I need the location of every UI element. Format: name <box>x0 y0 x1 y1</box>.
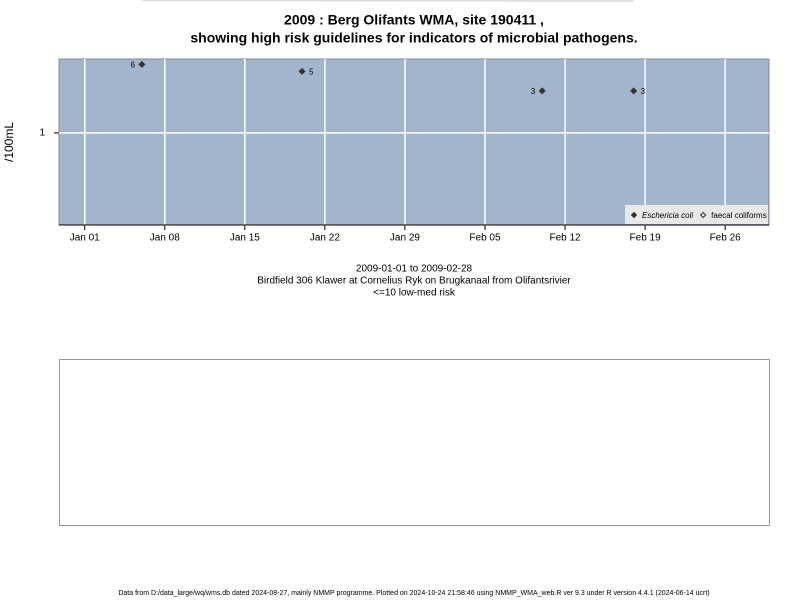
legend-marker <box>699 211 707 219</box>
legend-label: faecal coliforms <box>711 211 767 220</box>
legend-marker <box>630 211 638 219</box>
note: Birdfield 306 Klawer at Cornelius Ryk on… <box>257 276 571 287</box>
note: <=10 low-med risk <box>373 288 456 299</box>
y-tick-label: 1 <box>39 128 45 139</box>
data-label: 3 <box>531 87 536 96</box>
data-label: 3 <box>641 87 646 96</box>
legend-label: Eschericia coli <box>642 211 693 220</box>
x-tick-label: Feb 12 <box>549 233 581 244</box>
x-tick-label: Feb 19 <box>630 233 662 244</box>
x-tick-label: Jan 01 <box>70 233 100 244</box>
point <box>630 87 638 95</box>
point <box>298 67 306 75</box>
legend <box>625 205 768 224</box>
data-label: 5 <box>309 67 314 76</box>
note: 2009-01-01 to 2009-02-28 <box>356 264 473 275</box>
x-tick-label: Feb 05 <box>469 233 501 244</box>
x-tick-label: Jan 08 <box>150 233 180 244</box>
x-tick-label: Jan 29 <box>390 233 420 244</box>
chart-title: 2009 : Berg Olifants WMA, site 190411 , <box>284 12 544 28</box>
x-tick-label: Jan 15 <box>230 233 260 244</box>
data-label: 6 <box>130 60 135 69</box>
x-tick-label: Jan 22 <box>310 233 340 244</box>
plot-background <box>58 58 770 226</box>
y-axis-label: /100mL <box>2 122 16 162</box>
series-line <box>141 0 634 2</box>
chart-title: showing high risk guidelines for indicat… <box>190 30 637 46</box>
footer: Data from D:/data_large/wq/wms.db dated … <box>118 590 709 597</box>
point <box>538 87 546 95</box>
point <box>138 60 146 68</box>
empty-panel <box>59 359 770 526</box>
x-tick-label: Feb 26 <box>710 233 742 244</box>
